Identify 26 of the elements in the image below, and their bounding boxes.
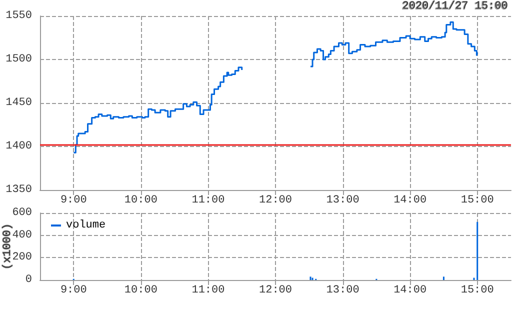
x-tick-label: 10:00 bbox=[124, 284, 158, 296]
text: 2020/11/27 15:00 bbox=[402, 1, 508, 13]
x-tick-label: 12:00 bbox=[258, 284, 292, 296]
legend-label: volume bbox=[66, 220, 106, 232]
y-tick-label: 1350 bbox=[6, 184, 32, 196]
x-tick-label: 11:00 bbox=[192, 284, 225, 296]
y-tick-label: 1500 bbox=[6, 54, 32, 66]
x-tick-label: 13:00 bbox=[326, 284, 360, 296]
y-tick-label: 1400 bbox=[6, 140, 32, 152]
x-tick-label: 15:00 bbox=[460, 194, 494, 206]
x-tick-label: 14:00 bbox=[394, 284, 427, 296]
x-tick-label: 9:00 bbox=[60, 284, 87, 296]
y-tick-label: 1450 bbox=[6, 97, 32, 109]
x-tick-label: 13:00 bbox=[326, 194, 360, 206]
x-tick-label: 12:00 bbox=[258, 194, 292, 206]
y-tick-label: 0 bbox=[25, 274, 32, 286]
y-tick-label: 1550 bbox=[6, 10, 32, 22]
x-tick-label: 15:00 bbox=[460, 284, 494, 296]
x-tick-label: 9:00 bbox=[60, 194, 87, 206]
x-tick-label: 11:00 bbox=[192, 194, 225, 206]
y-tick-label: 600 bbox=[12, 207, 32, 219]
y-tick-label: 400 bbox=[12, 229, 32, 242]
y-axis-title: (x1000) bbox=[2, 223, 14, 270]
x-tick-label: 14:00 bbox=[394, 194, 427, 206]
x-tick-label: 10:00 bbox=[124, 194, 158, 206]
y-tick-label: 200 bbox=[12, 252, 32, 264]
